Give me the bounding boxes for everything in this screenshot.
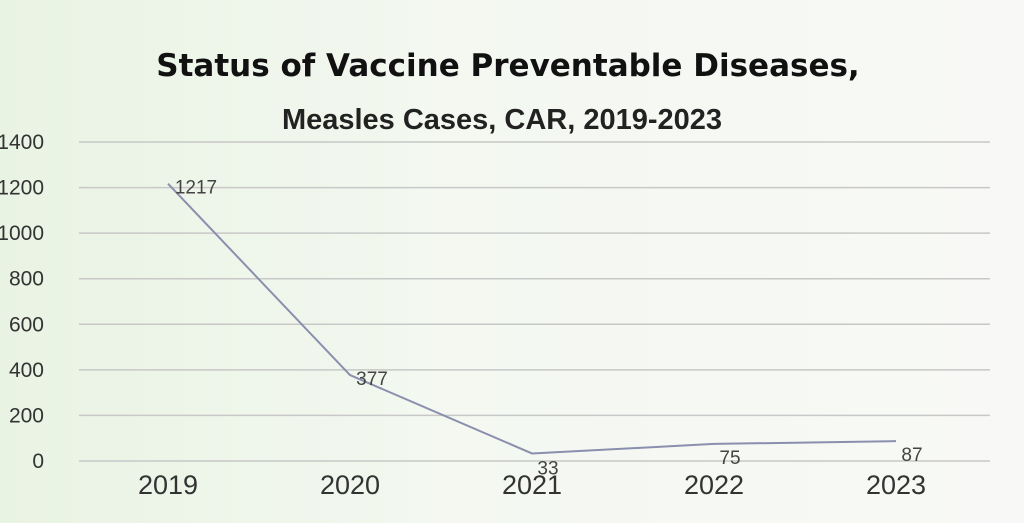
- data-label: 75: [719, 448, 740, 469]
- data-label: 1217: [175, 178, 217, 199]
- x-axis-ticks: 2019 2020 2021 2022 2023: [138, 470, 926, 500]
- series-line-group: [167, 183, 897, 455]
- series-line: [167, 183, 897, 455]
- y-tick-label: 400: [9, 359, 44, 382]
- y-tick-label: 1200: [0, 177, 44, 200]
- x-tick-label: 2023: [866, 470, 926, 500]
- y-tick-label: 800: [9, 268, 44, 291]
- x-tick-label: 2020: [320, 470, 380, 500]
- chart-title: Status of Vaccine Preventable Diseases,: [156, 48, 859, 84]
- y-axis-ticks: 0 200 400 600 800 1000 1200 1400: [0, 131, 44, 473]
- data-label: 33: [537, 458, 558, 479]
- x-tick-label: 2021: [502, 470, 562, 500]
- y-tick-label: 1400: [0, 131, 44, 154]
- x-tick-label: 2022: [684, 470, 744, 500]
- y-tick-label: 0: [32, 450, 44, 473]
- y-tick-label: 600: [9, 313, 44, 336]
- data-label: 377: [356, 369, 388, 390]
- y-tick-label: 200: [9, 404, 44, 427]
- y-tick-label: 1000: [0, 222, 44, 245]
- gridlines: [79, 141, 990, 462]
- chart-subtitle: Measles Cases, CAR, 2019-2023: [282, 104, 722, 136]
- data-label: 87: [901, 445, 922, 466]
- data-labels: 1217 377 33 75 87: [175, 178, 923, 480]
- x-tick-label: 2019: [138, 470, 198, 500]
